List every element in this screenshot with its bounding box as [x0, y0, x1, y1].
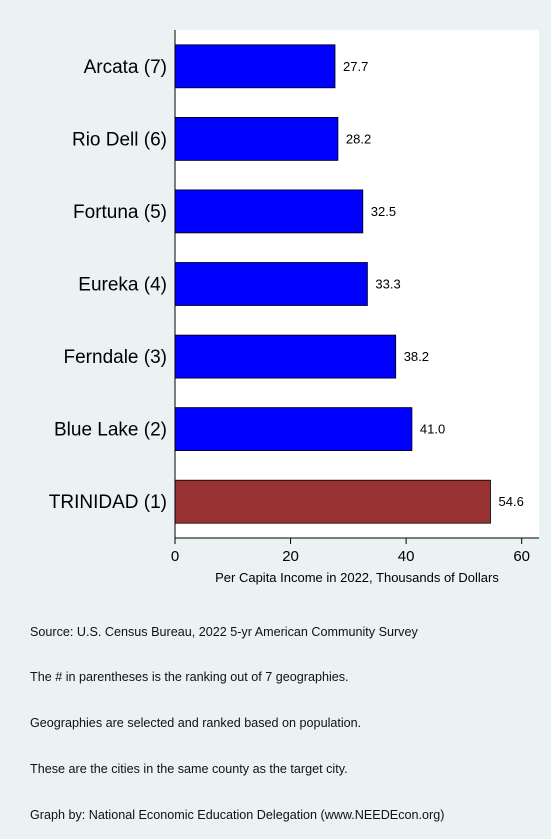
bar [174, 117, 339, 161]
value-label: 33.3 [375, 277, 400, 292]
note-line: Graph by: National Economic Education De… [30, 808, 445, 823]
category-label: Arcata (7) [84, 57, 167, 78]
note-line: Geographies are selected and ranked base… [30, 716, 362, 731]
category-label: Eureka (4) [78, 275, 167, 296]
x-tick-label: 20 [282, 548, 299, 565]
note-line: These are the cities in the same county … [30, 762, 348, 777]
category-label: Rio Dell (6) [72, 129, 167, 150]
note-line: Source: U.S. Census Bureau, 2022 5-yr Am… [30, 624, 418, 639]
value-label: 38.2 [404, 349, 429, 364]
value-label: 27.7 [343, 59, 368, 74]
category-label: Blue Lake (2) [54, 420, 167, 441]
bar [174, 44, 336, 89]
source-notes: Source: U.S. Census Bureau, 2022 5-yr Am… [30, 594, 545, 839]
category-label: Ferndale (3) [64, 347, 168, 368]
category-label: TRINIDAD (1) [49, 492, 167, 513]
bar [174, 479, 491, 524]
x-tick-label: 0 [171, 548, 179, 565]
bar [174, 262, 368, 306]
value-label: 32.5 [371, 204, 396, 219]
value-label: 54.6 [499, 494, 524, 509]
bar [174, 334, 397, 379]
x-tick-label: 40 [398, 548, 415, 565]
chart: Arcata (7) 27.7 Rio Dell (6) 28.2 Fortuna (5… [49, 30, 539, 585]
bar [174, 189, 364, 234]
bar [174, 407, 413, 452]
value-label: 41.0 [420, 422, 445, 437]
x-tick-label: 60 [513, 548, 530, 565]
x-axis-title: Per Capita Income in 2022, Thousands of … [215, 570, 499, 585]
value-label: 28.2 [346, 131, 371, 146]
category-label: Fortuna (5) [73, 202, 167, 223]
note-line: The # in parentheses is the ranking out … [30, 670, 349, 685]
